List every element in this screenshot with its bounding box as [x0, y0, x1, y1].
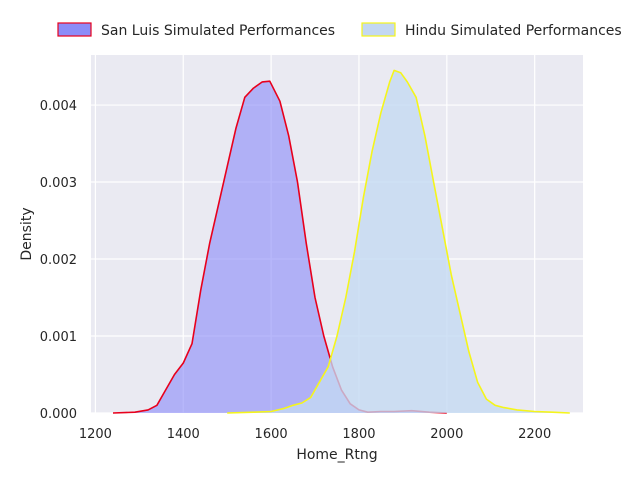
- legend-label-san-luis: San Luis Simulated Performances: [101, 23, 335, 39]
- x-tick-label: 2000: [430, 427, 463, 442]
- density-area-0: [113, 81, 447, 413]
- legend-swatch-san-luis: [57, 22, 92, 37]
- x-tick-label: 1200: [79, 427, 112, 442]
- y-axis-label: Density: [19, 207, 35, 260]
- y-axis-ticks: 0.000 0.001 0.002 0.003 0.004: [40, 99, 77, 422]
- x-axis-label: Home_Rtng: [296, 447, 377, 463]
- density-area-1: [227, 70, 570, 414]
- x-tick-label: 1600: [255, 427, 288, 442]
- x-tick-label: 1400: [167, 427, 200, 442]
- y-tick-label: 0.000: [40, 407, 77, 422]
- legend: San Luis Simulated Performances Hindu Si…: [57, 22, 622, 39]
- x-tick-label: 2200: [518, 427, 551, 442]
- y-tick-label: 0.004: [40, 99, 77, 114]
- y-tick-label: 0.002: [40, 253, 77, 268]
- legend-swatch-hindu: [361, 22, 396, 37]
- series-group: [112, 69, 570, 414]
- x-tick-label: 1800: [342, 427, 375, 442]
- x-axis-ticks: 1200 1400 1600 1800 2000 2200: [79, 427, 551, 442]
- density-line-1: [227, 69, 570, 414]
- y-tick-label: 0.001: [40, 330, 77, 345]
- legend-label-hindu: Hindu Simulated Performances: [405, 23, 622, 39]
- y-tick-label: 0.003: [40, 176, 77, 191]
